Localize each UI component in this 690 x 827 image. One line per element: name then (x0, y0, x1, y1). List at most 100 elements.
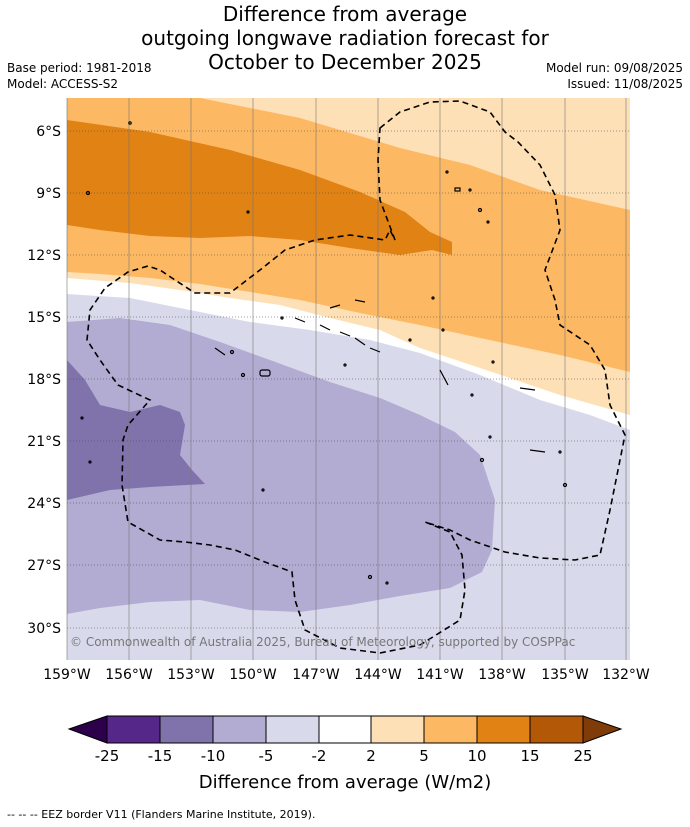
colorbar-tick-label: 25 (573, 747, 592, 765)
island (519, 387, 536, 391)
colorbar-segment (530, 716, 583, 743)
lon-label: 138°W (478, 667, 526, 683)
copyright-notice: © Commonwealth of Australia 2025, Bureau… (70, 635, 575, 649)
lat-label: 30°S (27, 621, 61, 637)
colorbar-segment (266, 716, 319, 743)
lon-label: 150°W (229, 667, 277, 683)
island (488, 435, 492, 439)
lon-label: 159°W (43, 667, 91, 683)
colorbar-tick-label: -25 (95, 747, 120, 765)
model-run-date: Model run: 09/08/2025 (545, 61, 683, 75)
title-line-1: Difference from average (222, 2, 468, 26)
colorbar-segment (477, 716, 530, 743)
meta-left: Base period: 1981-2018 Model: ACCESS-S2 (7, 60, 152, 92)
island (479, 457, 485, 463)
lat-label: 15°S (27, 310, 61, 326)
island (470, 393, 474, 397)
island (439, 369, 449, 386)
colorbar-tick-label: 15 (520, 747, 539, 765)
island (431, 296, 435, 300)
colorbar-tick-label: -10 (201, 747, 226, 765)
colorbar-segment (160, 716, 213, 743)
map-title: Difference from average outgoing longwav… (0, 2, 690, 74)
lon-label: 147°W (292, 667, 340, 683)
colorbar-title: Difference from average (W/m2) (199, 772, 491, 793)
island (319, 324, 331, 331)
colorbar: -25 -15 -10 -5 -2 2 5 10 15 25 Differenc… (67, 715, 623, 793)
colorbar-frame (106, 715, 584, 744)
islands (80, 121, 568, 585)
island (558, 450, 562, 454)
lat-label: 6°S (36, 124, 61, 140)
colorbar-segment (213, 716, 266, 743)
anomaly-region-minus-15-to-minus-10 (67, 360, 205, 500)
lat-label: 12°S (27, 248, 61, 264)
island (468, 188, 472, 192)
colorbar-tick-label: 10 (467, 747, 486, 765)
island (369, 347, 381, 353)
colorbar-tick-label: -15 (148, 747, 173, 765)
lon-label: 153°W (167, 667, 215, 683)
island (385, 581, 389, 585)
colorbar-tick-label: -2 (312, 747, 327, 765)
colorbar-tick-label: 2 (366, 747, 376, 765)
island (240, 372, 246, 378)
island (214, 347, 226, 356)
model-name: Model: ACCESS-S2 (7, 77, 119, 91)
lat-label: 24°S (27, 496, 61, 512)
lon-label: 144°W (354, 667, 402, 683)
island (85, 190, 91, 196)
colorbar-tick-label: 5 (419, 747, 429, 765)
anomaly-region-10-to-15 (67, 120, 452, 255)
anomaly-region-minus-10-to-minus-5 (67, 318, 495, 614)
island (454, 187, 461, 192)
eez-legend-note: -- -- -- EEZ border V11 (Flanders Marine… (7, 808, 316, 821)
island (477, 207, 483, 213)
island (354, 337, 366, 346)
island (445, 170, 449, 174)
issued-date: Issued: 11/08/2025 (567, 77, 683, 91)
island (329, 304, 341, 309)
colorbar-segment (371, 716, 424, 743)
lat-label: 27°S (27, 558, 61, 574)
island (246, 210, 250, 214)
colorbar-tick-label: -5 (259, 747, 274, 765)
island (128, 121, 132, 125)
lat-label: 9°S (36, 186, 61, 202)
base-period: Base period: 1981-2018 (7, 61, 152, 75)
lon-label: 141°W (416, 667, 464, 683)
colorbar-segment (424, 716, 477, 743)
island (339, 331, 351, 337)
colorbar-dividers (159, 716, 531, 743)
island (529, 449, 546, 453)
meta-right: Model run: 09/08/2025 Issued: 11/08/2025 (546, 60, 683, 92)
colorbar-segment (319, 716, 371, 743)
lon-label: 132°W (602, 667, 650, 683)
island (491, 360, 495, 364)
island (408, 338, 412, 342)
lat-label: 18°S (27, 372, 61, 388)
title-line-2: outgoing longwave radiation forecast for (141, 26, 549, 50)
title-line-3: October to December 2025 (208, 50, 482, 74)
island (229, 349, 235, 355)
lat-label: 21°S (27, 434, 61, 450)
latitude-labels: 6°S 9°S 12°S 15°S 18°S 21°S 24°S 27°S 30… (27, 124, 61, 637)
graticule (66, 98, 630, 660)
island (486, 220, 490, 224)
island (261, 488, 265, 492)
island (354, 299, 366, 303)
colorbar-extension-low (67, 715, 108, 744)
eez-border (86, 100, 626, 654)
island (280, 316, 284, 320)
island (343, 363, 347, 367)
lon-label: 135°W (541, 667, 589, 683)
colorbar-segment (107, 716, 160, 743)
lon-label: 156°W (105, 667, 153, 683)
island (294, 317, 306, 323)
map-panel: © Commonwealth of Australia 2025, Bureau… (66, 98, 630, 660)
longitude-labels: 159°W 156°W 153°W 150°W 147°W 144°W 141°… (43, 667, 650, 683)
colorbar-extension-high (582, 715, 623, 744)
island (367, 574, 373, 580)
island (88, 460, 92, 464)
